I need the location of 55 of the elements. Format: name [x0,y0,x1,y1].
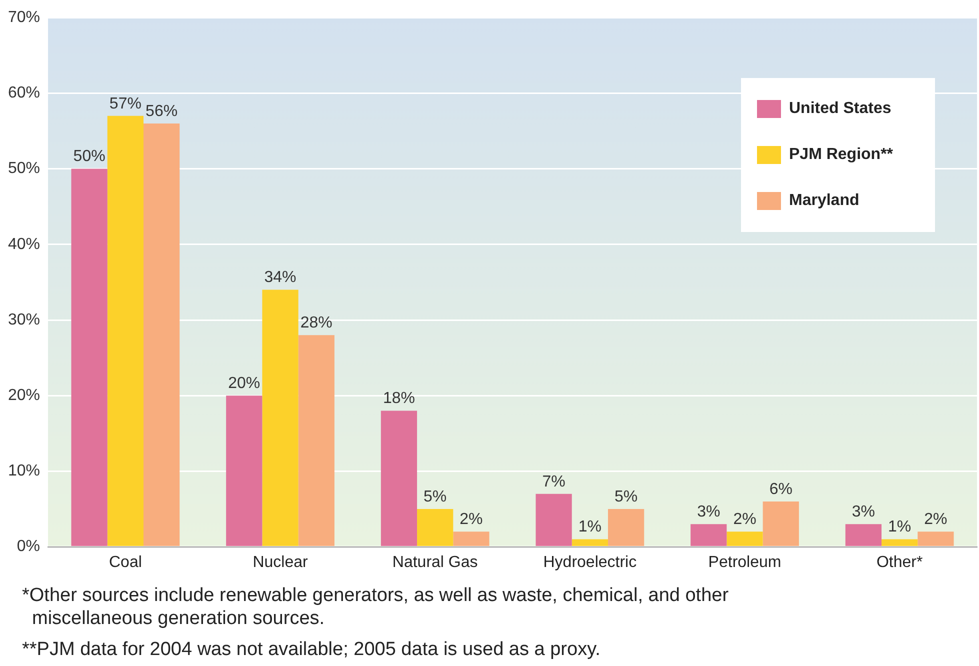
bar [453,532,490,546]
bar [690,524,727,546]
y-tick-label: 70% [8,9,40,26]
data-label: 5% [424,488,447,506]
data-label: 6% [769,480,792,498]
data-label: 50% [73,148,106,166]
bar [608,509,644,546]
legend-label: PJM Region** [789,146,894,164]
data-label: 20% [228,375,260,392]
x-tick-label: Hydroelectric [543,554,637,571]
bar [417,509,454,546]
bar [71,168,108,546]
y-tick-label: 40% [8,236,40,253]
y-tick-label: 0% [16,538,40,556]
data-label: 56% [146,102,178,120]
bar [845,524,882,546]
bar [107,116,144,546]
data-label: 2% [924,511,948,528]
bar [262,290,298,546]
y-tick-label: 60% [8,84,40,102]
y-tick-label: 50% [8,160,40,178]
legend-label: United States [789,100,892,118]
data-label: 18% [382,390,415,408]
text: **PJM data for 2004 was not available; 2005 data is used as a proxy. [22,638,602,662]
data-label: 57% [109,95,142,112]
bar [918,532,954,546]
bar [536,494,572,546]
x-tick-label: Natural Gas [392,554,478,571]
data-label: 1% [578,518,602,536]
x-tick-label: Coal [108,554,142,571]
x-tick-label: Nuclear [252,554,308,571]
data-label: 2% [460,511,483,528]
legend-label: Maryland [789,192,860,210]
bar [144,123,180,546]
bar [298,335,334,546]
data-label: 3% [697,504,720,521]
data-label: 3% [852,504,876,521]
bar [726,532,763,546]
bar [380,410,418,546]
data-label: 5% [614,488,638,506]
data-label: 34% [264,269,296,286]
data-label: 28% [300,314,332,332]
x-tick-label: Petroleum [708,554,782,571]
data-label: 2% [733,511,756,528]
data-label: 1% [888,518,912,536]
y-tick-label: 10% [8,462,40,480]
x-tick-label: Other* [876,554,923,571]
data-label: 7% [542,473,566,490]
bar [226,396,262,546]
bar [882,539,918,546]
y-tick-label: 30% [8,311,40,328]
bar [572,539,608,546]
y-tick-label: 20% [8,387,40,404]
bar [762,501,799,546]
text: *Other sources include renewable generators, as well as waste, chemical, and other miscellaneous generation sources. [22,585,730,631]
